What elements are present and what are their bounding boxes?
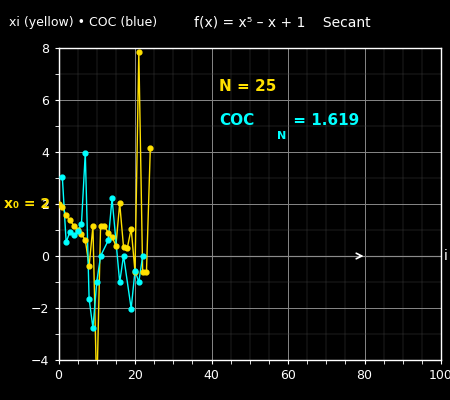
- Point: [116, 200, 123, 207]
- Point: [86, 296, 93, 302]
- Point: [116, 279, 123, 286]
- Point: [128, 226, 135, 232]
- Text: N = 25: N = 25: [219, 79, 276, 94]
- Text: COC: COC: [219, 113, 254, 128]
- Point: [58, 203, 66, 210]
- Point: [139, 253, 146, 259]
- Point: [135, 279, 142, 285]
- Point: [78, 221, 85, 228]
- Point: [131, 268, 139, 275]
- Text: x₀ = 2: x₀ = 2: [4, 197, 50, 211]
- Point: [97, 223, 104, 230]
- Point: [89, 223, 97, 230]
- Point: [82, 150, 89, 156]
- Point: [67, 228, 74, 235]
- Point: [70, 222, 77, 229]
- Point: [112, 243, 120, 249]
- Point: [104, 230, 112, 236]
- Point: [55, 201, 62, 207]
- Text: N: N: [276, 131, 286, 141]
- Point: [67, 217, 74, 224]
- Point: [78, 231, 85, 238]
- Point: [82, 237, 89, 243]
- Point: [101, 223, 108, 230]
- Point: [74, 228, 81, 234]
- Point: [86, 263, 93, 269]
- Point: [58, 174, 66, 180]
- Point: [104, 237, 112, 244]
- Point: [131, 268, 139, 274]
- Text: i: i: [444, 249, 448, 263]
- Point: [74, 227, 81, 233]
- Point: [143, 268, 150, 275]
- Point: [108, 195, 116, 202]
- Point: [89, 325, 97, 331]
- Point: [63, 239, 70, 246]
- Text: = 1.619: = 1.619: [288, 113, 359, 128]
- Point: [128, 305, 135, 312]
- Point: [135, 49, 142, 55]
- Point: [93, 279, 100, 285]
- Text: f(x) = x⁵ – x + 1    Secant: f(x) = x⁵ – x + 1 Secant: [194, 16, 370, 30]
- Point: [97, 253, 104, 259]
- Point: [147, 145, 154, 152]
- Point: [124, 244, 131, 251]
- Point: [139, 268, 146, 275]
- Point: [120, 244, 127, 250]
- Point: [93, 390, 100, 396]
- Point: [63, 212, 70, 218]
- Point: [70, 232, 77, 239]
- Text: xi (yellow) • COC (blue): xi (yellow) • COC (blue): [9, 16, 157, 29]
- Point: [108, 233, 116, 240]
- Point: [120, 252, 127, 259]
